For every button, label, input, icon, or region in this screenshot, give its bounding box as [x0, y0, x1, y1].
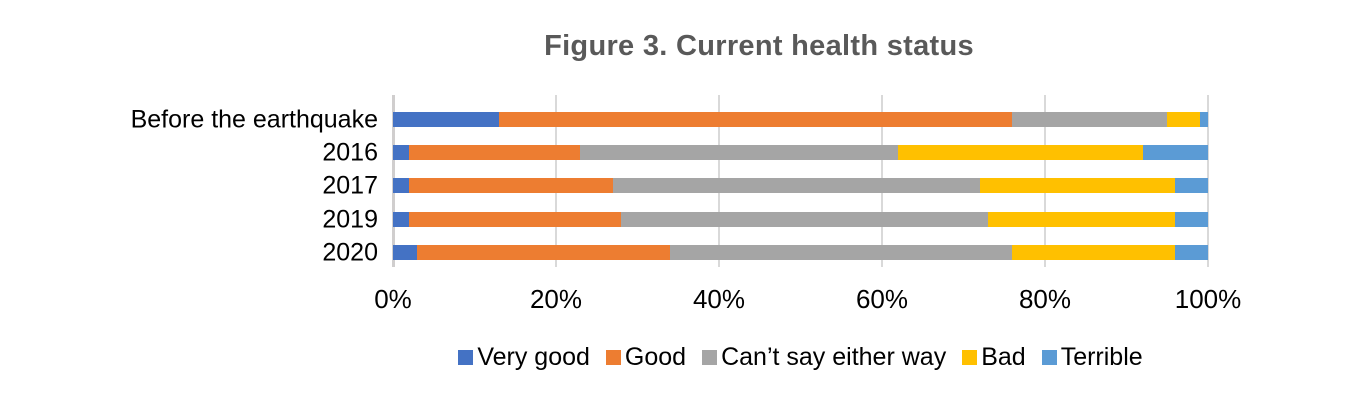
- x-tick-label: 0%: [374, 284, 412, 314]
- bar-row: [393, 245, 1208, 260]
- category-label: 2017: [322, 171, 378, 199]
- legend-item: Bad: [962, 343, 1026, 372]
- category-label: Before the earthquake: [130, 105, 378, 133]
- bar-segment: [409, 178, 614, 193]
- bar-segment: [1012, 112, 1168, 127]
- legend-swatch-icon: [605, 350, 621, 365]
- category-label: 2019: [322, 205, 378, 233]
- legend-label: Terrible: [1060, 343, 1143, 371]
- bar-segment: [1012, 245, 1176, 260]
- bar-segment: [1199, 112, 1208, 127]
- legend-label: Good: [624, 343, 687, 371]
- category-label: 2016: [322, 138, 378, 166]
- x-tick-label: 100%: [1174, 284, 1242, 314]
- legend-item: Good: [605, 343, 687, 372]
- legend-label: Can’t say either way: [721, 343, 947, 371]
- bar-segment: [417, 245, 671, 260]
- bar-segment: [1175, 212, 1208, 227]
- chart-title: Figure 3. Current health status: [544, 30, 974, 62]
- category-label: 2020: [322, 238, 378, 266]
- bar-segment: [1175, 178, 1208, 193]
- legend-swatch-icon: [458, 350, 474, 365]
- bar-row: [393, 212, 1208, 227]
- legend-item: Can’t say either way: [702, 343, 946, 372]
- bar-segment: [1142, 145, 1208, 160]
- legend-item: Terrible: [1041, 343, 1143, 372]
- bar-row: [393, 178, 1208, 193]
- bar-segment: [393, 112, 499, 127]
- bar-segment: [409, 145, 581, 160]
- bar-segment: [621, 212, 988, 227]
- legend-swatch-icon: [702, 350, 718, 365]
- bar-segment: [979, 178, 1176, 193]
- legend-swatch-icon: [1041, 350, 1057, 365]
- bar-segment: [393, 212, 410, 227]
- bar-segment: [498, 112, 1013, 127]
- bar-segment: [393, 245, 418, 260]
- plot-area: [392, 95, 1209, 267]
- bar-segment: [393, 178, 410, 193]
- legend-label: Bad: [981, 343, 1026, 371]
- legend-item: Very good: [458, 343, 590, 372]
- bar-segment: [580, 145, 899, 160]
- bar-row: [393, 145, 1208, 160]
- legend: Very good Good Can’t say either way Bad Terr…: [393, 343, 1208, 372]
- x-tick-label: 60%: [855, 284, 909, 314]
- bar-segment: [1175, 245, 1208, 260]
- bar-segment: [409, 212, 622, 227]
- gridline: [1207, 95, 1209, 267]
- x-tick-label: 20%: [529, 284, 583, 314]
- legend-swatch-icon: [962, 350, 978, 365]
- x-tick-label: 80%: [1018, 284, 1072, 314]
- bar-row: [393, 112, 1208, 127]
- bar-segment: [987, 212, 1176, 227]
- bar-segment: [898, 145, 1143, 160]
- bar-segment: [613, 178, 980, 193]
- bar-segment: [670, 245, 1013, 260]
- x-tick-label: 40%: [692, 284, 746, 314]
- category-axis: Before the earthquake 2016 2017 2019 2020: [0, 95, 378, 267]
- x-axis: 0% 20% 40% 60% 80% 100%: [374, 284, 1241, 318]
- legend-label: Very good: [477, 343, 590, 371]
- bar-segment: [393, 145, 410, 160]
- bar-segment: [1167, 112, 1200, 127]
